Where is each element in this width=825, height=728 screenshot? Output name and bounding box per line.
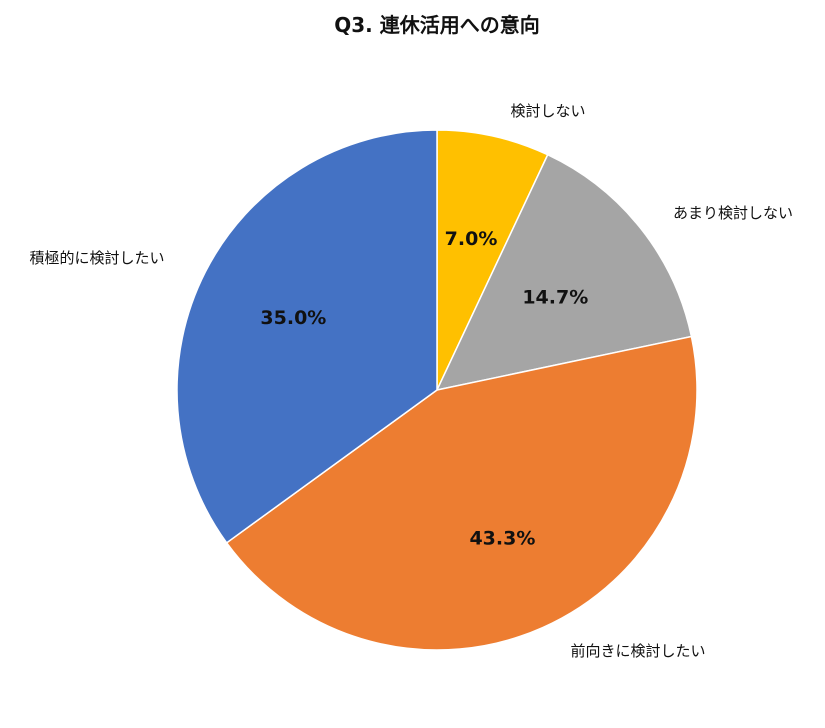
value-labels-layer: 7.0% 14.7% 43.3% 35.0% [260, 228, 588, 550]
slice-value-label: 14.7% [522, 286, 588, 308]
slice-value-label: 35.0% [260, 307, 326, 329]
slice-category-label: 前向きに検討したい [570, 642, 705, 660]
pie-slice [176, 129, 438, 544]
slice-category-label: 検討しない [510, 102, 585, 120]
slice-value-label: 7.0% [445, 228, 498, 250]
slice-category-label: あまり検討しない [673, 204, 793, 222]
chart-title: Q3. 連休活用への意向 [334, 13, 539, 37]
slice-category-label: 積極的に検討したい [29, 249, 164, 267]
pie-slice [225, 335, 698, 651]
slices-layer [176, 129, 698, 651]
pie-slice [436, 129, 549, 391]
slice-value-label: 43.3% [469, 527, 535, 549]
pie-slice [435, 153, 693, 392]
